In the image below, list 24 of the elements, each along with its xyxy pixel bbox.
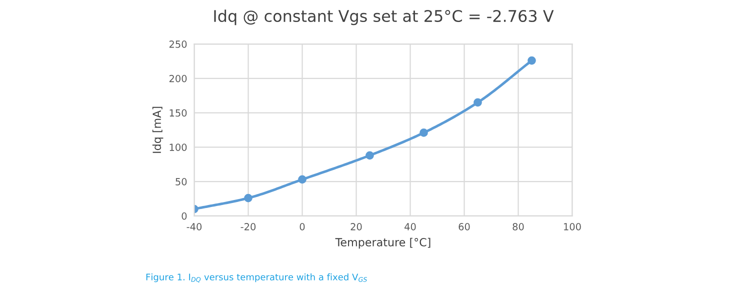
- y-tick-label: 0: [182, 212, 187, 220]
- x-axis-title: Temperature [°C]: [335, 238, 430, 249]
- y-tick-label: 150: [170, 109, 187, 117]
- point: [244, 194, 252, 202]
- x-tick-label: 60: [458, 223, 470, 230]
- y-tick-label: 200: [169, 74, 187, 82]
- x-tick-label: 80: [512, 223, 524, 230]
- point: [420, 128, 428, 137]
- y-axis-title: Idq [mA]: [152, 106, 164, 153]
- point: [528, 56, 536, 65]
- point: [474, 98, 482, 107]
- caption: Figure 1. I$_{DQ}$ versus temperature with a fixed V$_{GS}$: [146, 273, 367, 283]
- chart-title: Idq @ constant Vgs set at 25°C = -2.763 V: [214, 10, 554, 26]
- y-tick-label: 100: [170, 144, 187, 151]
- x-tick-label: 20: [350, 223, 362, 230]
- x-tick-label: 40: [404, 223, 416, 230]
- point: [366, 151, 374, 160]
- x-tick-label: 100: [564, 223, 581, 230]
- x-tick-label: -20: [240, 223, 256, 230]
- y-tick-label: 50: [176, 178, 187, 186]
- y-tick-label: 250: [169, 40, 187, 48]
- x-tick-label: 0: [300, 223, 305, 230]
- point: [298, 175, 306, 184]
- x-tick-label: -40: [186, 223, 202, 230]
